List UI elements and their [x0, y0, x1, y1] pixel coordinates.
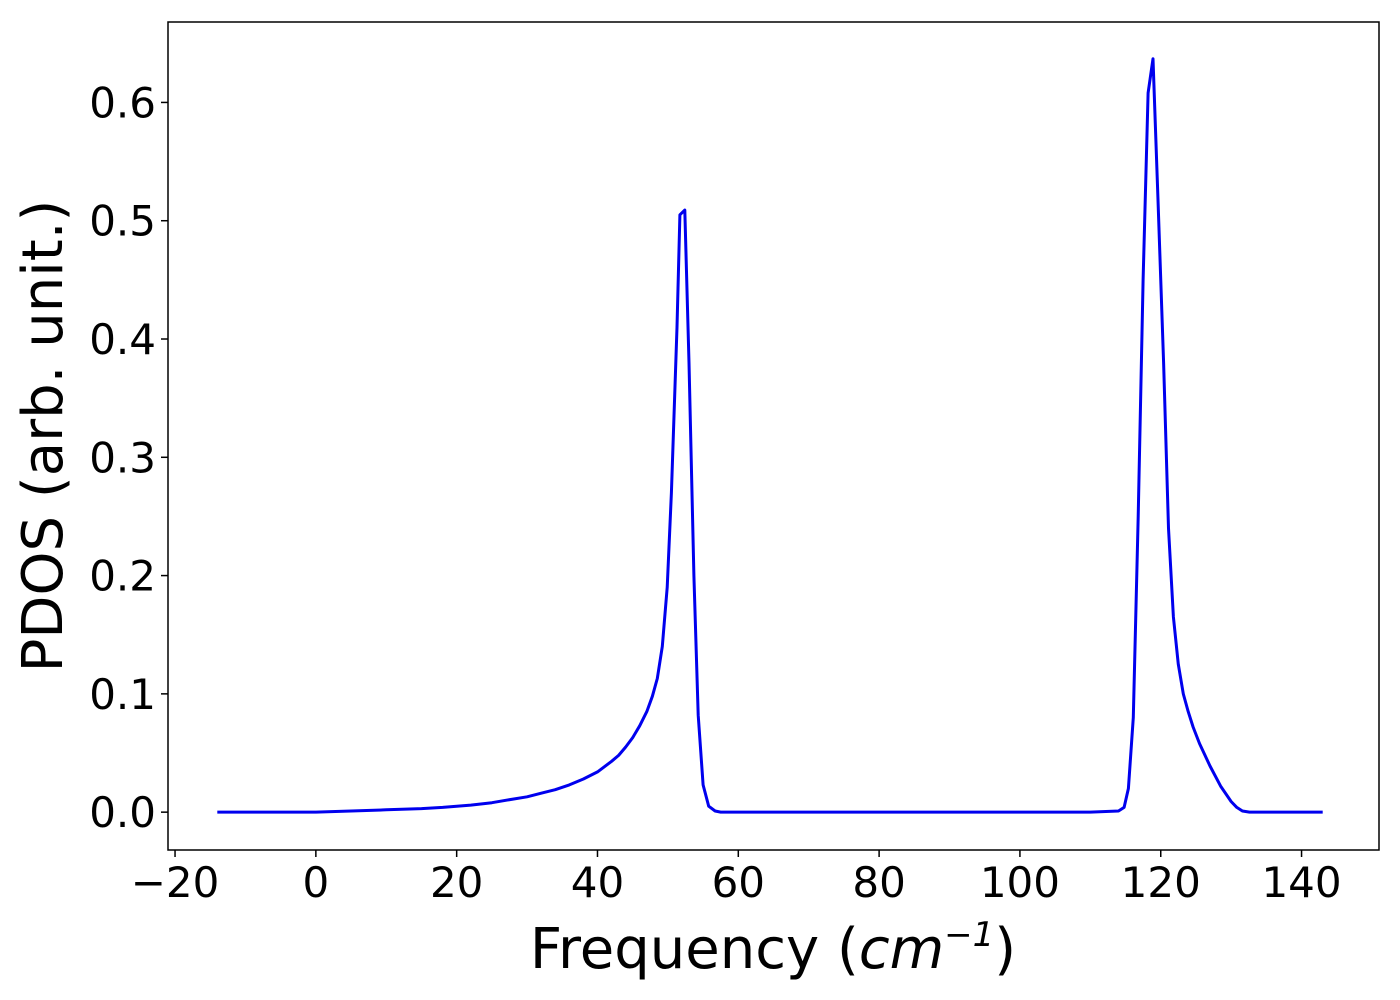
- x-tick-label: 60: [712, 858, 765, 907]
- x-tick-label: −20: [131, 858, 220, 907]
- y-axis-label: PDOS (arb. unit.): [11, 200, 76, 673]
- y-tick-label: 0.3: [89, 433, 156, 482]
- x-tick-label: 80: [852, 858, 905, 907]
- x-tick-label: 140: [1261, 858, 1341, 907]
- y-axis: 0.0 0.1 0.2 0.3 0.4 0.5 0.6: [89, 78, 168, 837]
- x-tick-label: 40: [571, 858, 624, 907]
- y-tick-label: 0.5: [89, 197, 156, 246]
- x-tick-label: 100: [980, 858, 1060, 907]
- series-line: [217, 57, 1323, 814]
- y-tick-label: 0.6: [89, 78, 156, 127]
- x-axis: −20 0 20 40 60 80 100 120 140: [131, 850, 1342, 907]
- x-tick-label: 120: [1121, 858, 1201, 907]
- y-tick-label: 0.1: [89, 670, 156, 719]
- x-axis-label: Frequency (cm−1): [530, 915, 1016, 982]
- plot-frame: [167, 21, 1380, 851]
- y-tick-label: 0.2: [89, 552, 156, 601]
- y-tick-label: 0.0: [89, 788, 156, 837]
- y-tick-label: 0.4: [89, 315, 156, 364]
- x-tick-label: 20: [430, 858, 483, 907]
- x-tick-label: 0: [302, 858, 329, 907]
